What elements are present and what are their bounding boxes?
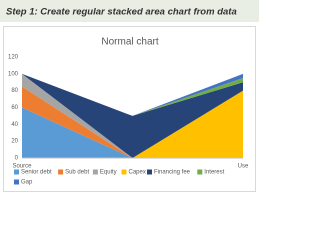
y-tick-label: 20 (11, 139, 18, 145)
legend-label: Capex (129, 170, 146, 176)
y-tick-label: 120 (8, 55, 19, 61)
legend-swatch (58, 169, 64, 175)
legend-label: Senior debt (21, 170, 52, 176)
legend-label: Equity (100, 170, 117, 176)
legend-swatch (147, 169, 152, 175)
legend-label: Sub debt (65, 170, 89, 176)
area (22, 73, 243, 116)
legend-label: Financing fee (154, 170, 191, 176)
y-tick-label: 100 (8, 71, 19, 77)
banner: Step 1: Create regular stacked area char… (6, 7, 237, 18)
legend-swatch (92, 169, 98, 175)
legend-swatch (14, 179, 19, 185)
page: Step 1: Create regular stacked area char… (0, 0, 259, 192)
chart-title: Normal chart (101, 37, 158, 48)
legend-swatch (197, 169, 203, 175)
x-tick-label: Use (238, 164, 249, 170)
x-tick-label: Source (12, 164, 32, 170)
y-tick-label: 40 (11, 122, 18, 128)
y-tick-label: 80 (11, 88, 18, 94)
legend-label: Gap (21, 180, 33, 186)
legend-swatch (14, 169, 19, 175)
area (22, 73, 243, 158)
banner-bg (0, 0, 259, 22)
legend-label: Interest (204, 170, 224, 176)
area (22, 86, 243, 158)
y-tick-label: 60 (11, 105, 18, 111)
chart: Step 1: Create regular stacked area char… (0, 0, 259, 192)
y-tick-label: 0 (15, 156, 19, 162)
area (22, 73, 243, 158)
legend-swatch (121, 169, 127, 175)
area (22, 107, 243, 158)
